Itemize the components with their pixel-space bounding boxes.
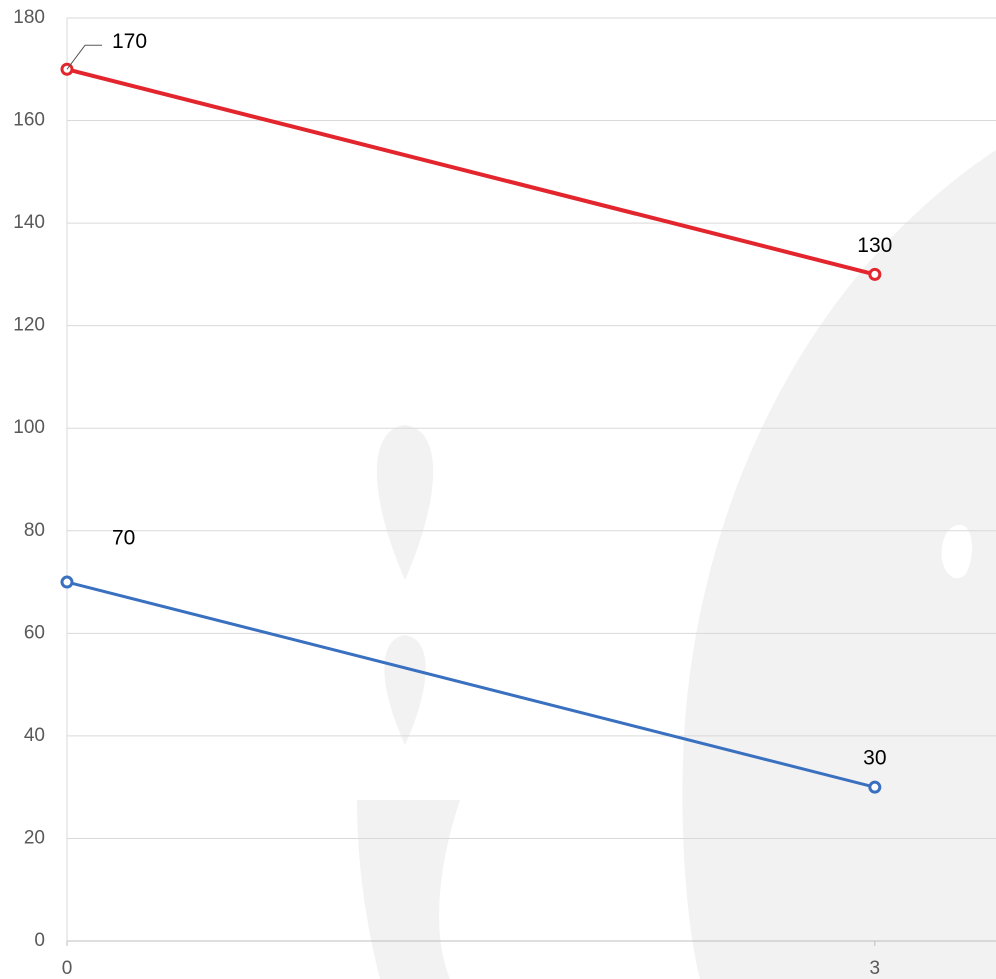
y-tick-label: 60 — [24, 622, 45, 643]
watermark — [941, 525, 972, 579]
series-line — [66, 580, 876, 789]
marker — [868, 267, 882, 281]
marker — [60, 575, 74, 589]
y-tick-label: 140 — [13, 212, 45, 233]
leader-line — [66, 44, 102, 70]
y-tick-label: 80 — [24, 520, 45, 541]
marker — [868, 780, 882, 794]
y-tick-label: 0 — [34, 930, 45, 951]
y-tick-label: 160 — [13, 110, 45, 131]
data-label: 130 — [857, 234, 892, 257]
data-label: 170 — [112, 30, 147, 53]
data-label: 30 — [863, 747, 886, 770]
y-tick-label: 100 — [13, 417, 45, 438]
x-tick-label: 0 — [62, 958, 73, 979]
y-tick-label: 120 — [13, 315, 45, 336]
series-line — [66, 67, 876, 277]
watermark — [357, 150, 996, 979]
y-tick-label: 40 — [24, 725, 45, 746]
y-tick-label: 180 — [13, 7, 45, 28]
x-tick-label: 3 — [870, 958, 881, 979]
y-tick-label: 20 — [24, 827, 45, 848]
data-label: 70 — [112, 527, 135, 550]
